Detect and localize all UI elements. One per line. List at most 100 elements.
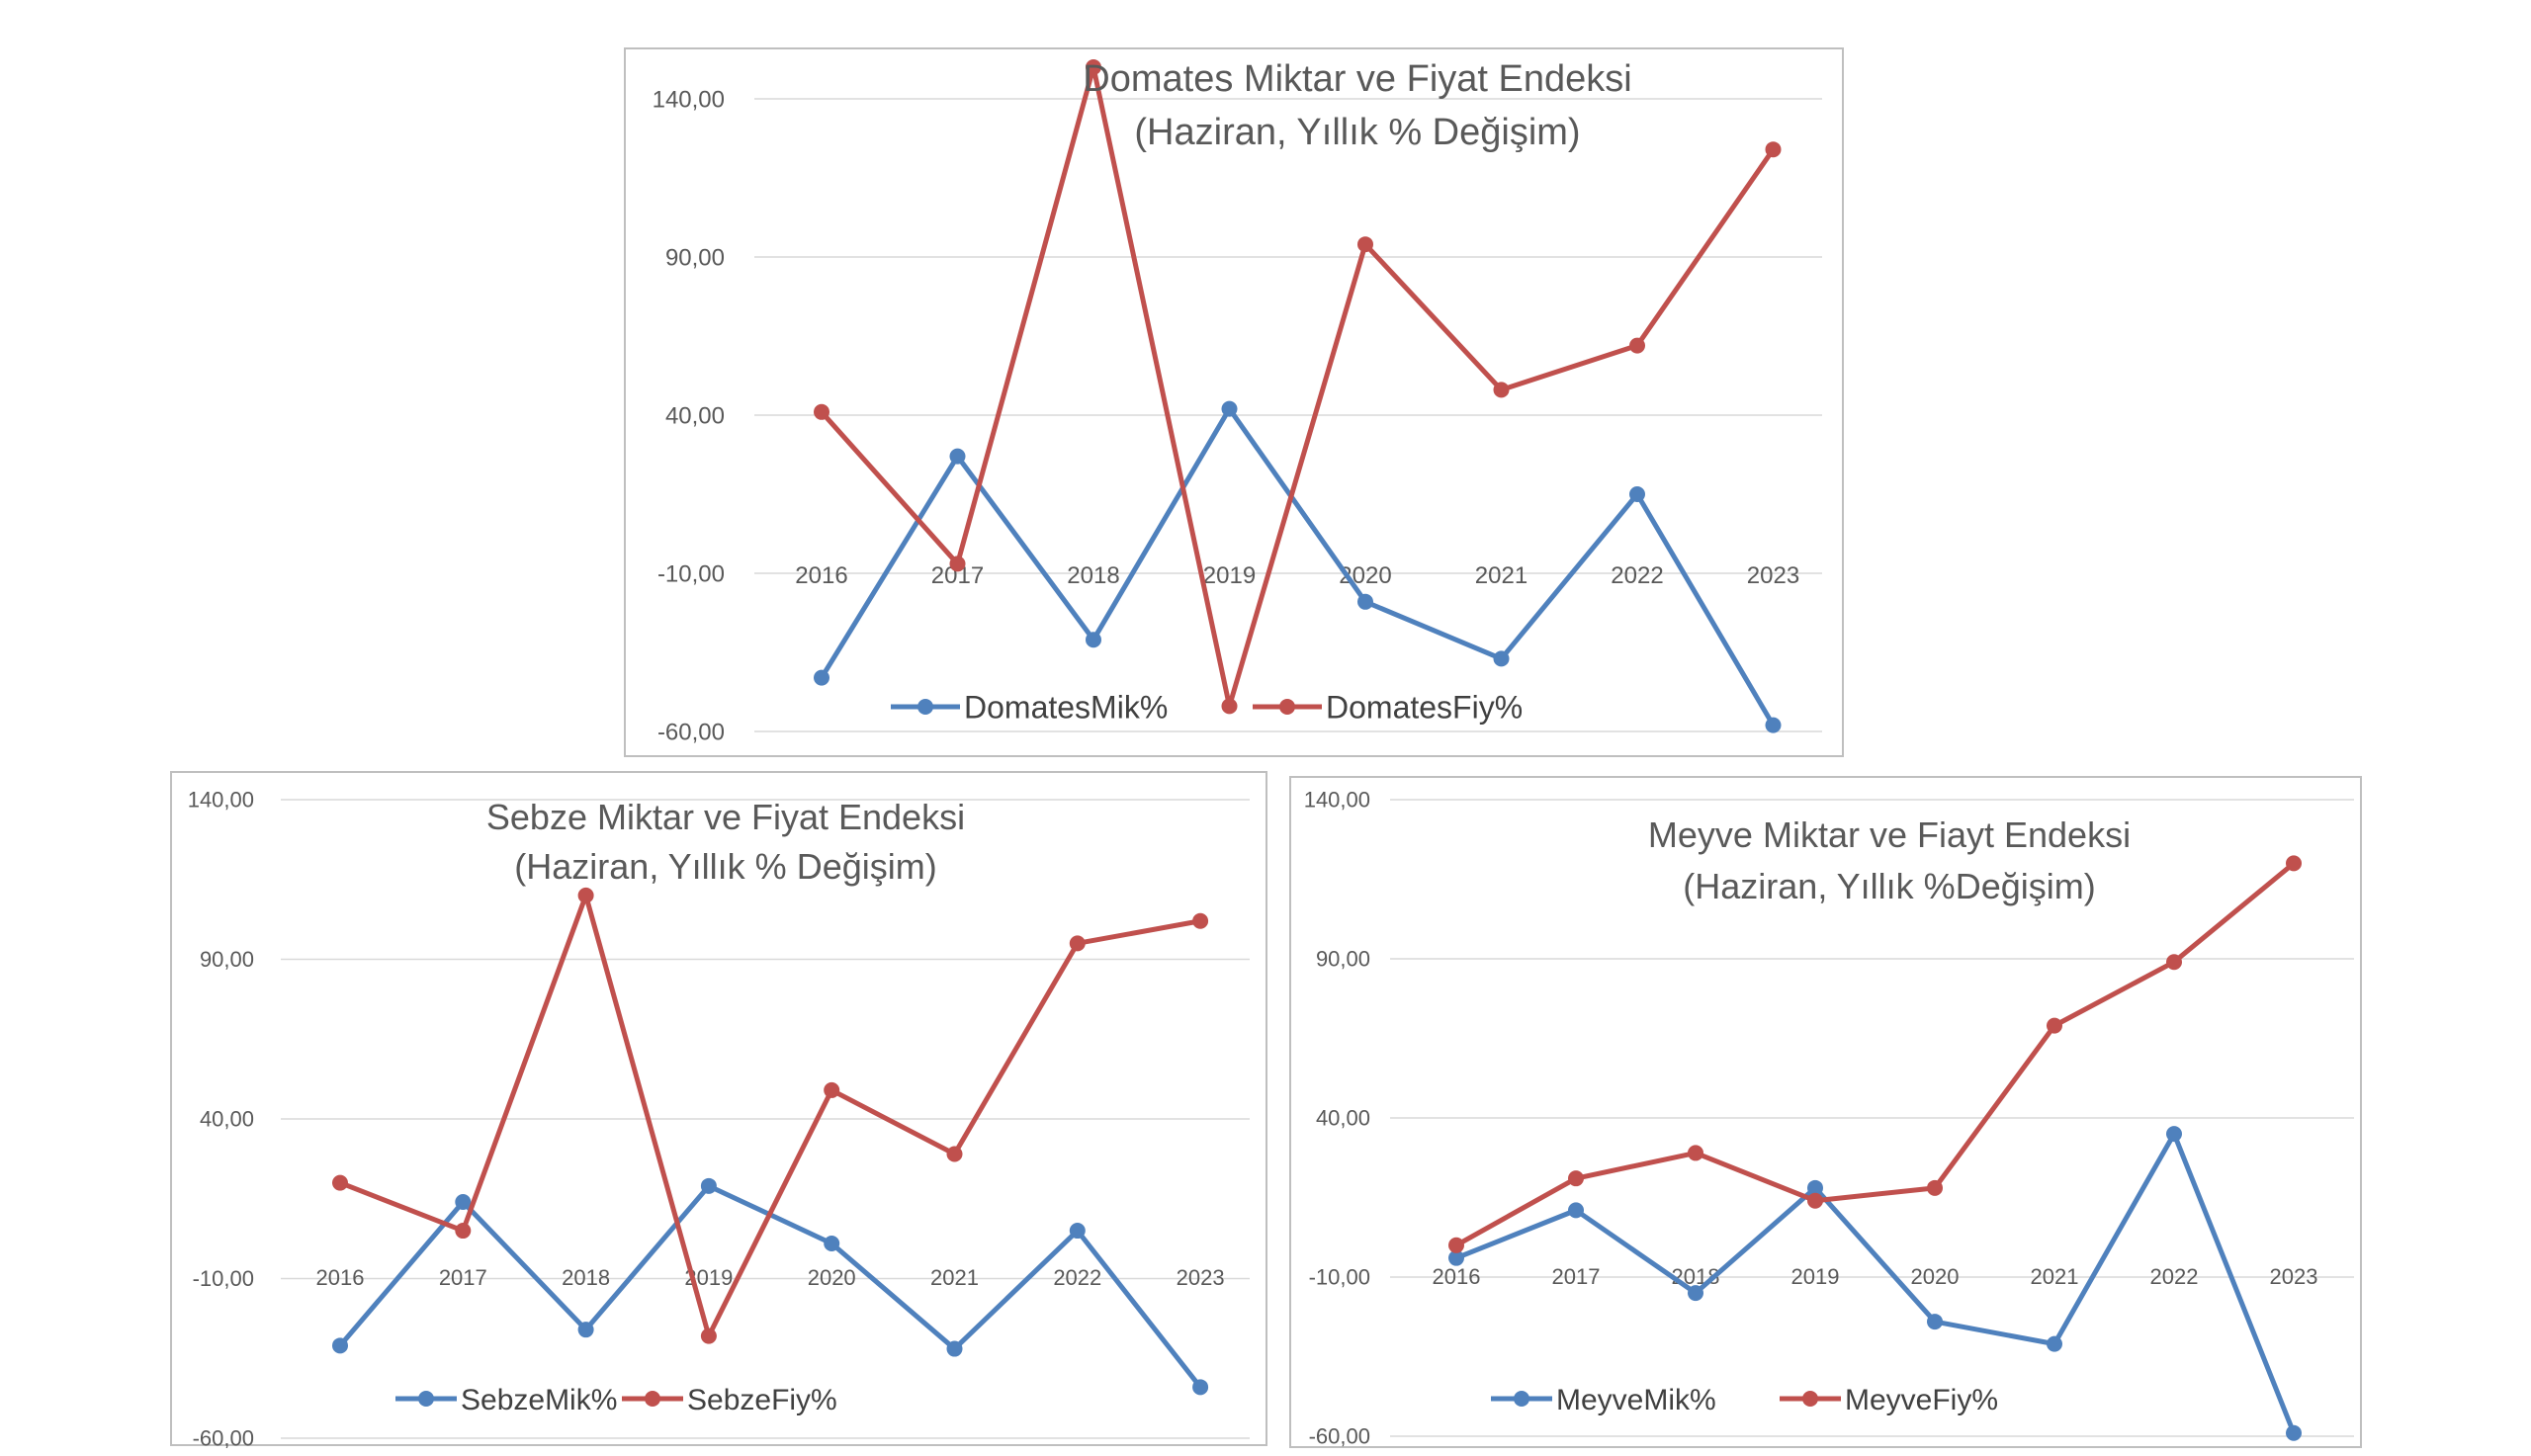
meyve-x-tick-label: 2017 [1552,1264,1601,1289]
sebze-data-point [455,1193,472,1210]
domates-data-point [1493,650,1510,667]
domates-y-tick-label: 140,00 [653,86,725,113]
domates-data-point [1086,632,1101,648]
sebze-series-line-1 [339,893,1201,1339]
domates-data-point [1629,486,1645,502]
domates-data-point [1086,59,1101,75]
domates-legend-label: DomatesMik% [964,690,1168,726]
sebze-chart-panel: -60,00 -10,00 40,00 90,00 140,00 2016 2017 2018… [170,771,1267,1448]
sebze-x-tick-label: 2023 [1177,1265,1225,1290]
sebze-data-point [1192,1379,1209,1396]
domates-x-tick-label: 2019 [1203,562,1256,589]
meyve-data-point [1448,1249,1464,1266]
meyve-y-tick-label: 140,00 [1304,788,1370,813]
domates-x-tick-label: 2018 [1067,562,1119,589]
domates-x-tick-label: 2023 [1747,562,1799,589]
meyve-data-point [1927,1179,1943,1196]
meyve-x-tick-label: 2023 [2270,1264,2318,1289]
sebze-data-point [824,1235,840,1251]
meyve-data-point [1927,1314,1943,1330]
meyve-series-line-0 [1455,1131,2297,1434]
meyve-data-point [2166,954,2182,971]
sebze-data-point [824,1081,840,1098]
meyve-data-point [2286,855,2302,872]
meyve-x-tick-label: 2021 [2031,1264,2079,1289]
sebze-legend-label: SebzeFiy% [687,1384,837,1416]
meyve-data-point [1688,1145,1703,1161]
domates-legend-marker [1279,699,1295,715]
sebze-data-point [700,1177,717,1194]
domates-series-line-1 [820,64,1776,709]
domates-data-point [1493,382,1510,398]
domates-data-point [1357,593,1373,610]
domates-chart-subtitle: (Haziran, Yıllık % Değişim) [1134,112,1580,153]
meyve-y-tick-label: -10,00 [1309,1265,1370,1290]
domates-y-tick-label: -60,00 [657,719,725,745]
meyve-x-tick-label: 2019 [1791,1264,1840,1289]
domates-data-point [814,669,829,686]
sebze-data-point [332,1337,348,1354]
sebze-data-point [455,1223,472,1240]
meyve-legend-marker [1514,1391,1529,1407]
meyve-legend-marker [1802,1391,1818,1407]
domates-data-point [1629,337,1645,354]
meyve-series-line-1 [1454,861,2296,1247]
sebze-y-tick-label: 40,00 [200,1107,254,1132]
sebze-chart-svg: -60,00 -10,00 40,00 90,00 140,00 2016 2017 2018… [188,788,1250,1448]
domates-y-tick-label: 40,00 [665,402,725,429]
meyve-data-point [1568,1202,1584,1219]
meyve-data-point [2166,1126,2182,1143]
domates-x-tick-label: 2016 [795,562,847,589]
sebze-x-tick-label: 2018 [562,1265,610,1290]
domates-data-point [814,403,829,420]
sebze-data-point [577,1322,594,1338]
domates-data-point [1765,141,1782,158]
meyve-y-tick-label: -60,00 [1309,1424,1370,1449]
meyve-chart-title: Meyve Miktar ve Fiayt Endeksi [1648,814,2131,855]
sebze-data-point [946,1146,963,1162]
meyve-data-point [1807,1192,1823,1209]
domates-y-tick-label: 90,00 [665,244,725,271]
domates-data-point [949,448,966,465]
sebze-data-point [332,1174,348,1191]
meyve-chart-subtitle: (Haziran, Yıllık %Değişim) [1683,866,2095,906]
meyve-data-point [2047,1017,2062,1034]
sebze-chart-title: Sebze Miktar ve Fiyat Endeksi [486,797,965,837]
meyve-data-point [1688,1285,1703,1302]
sebze-y-tick-label: -10,00 [193,1266,254,1291]
meyve-chart-panel: -60,00 -10,00 40,00 90,00 140,00 2016 2017 2018… [1289,776,2362,1449]
domates-data-point [1765,717,1782,733]
domates-data-point [1221,698,1238,715]
meyve-data-point [1568,1170,1584,1187]
meyve-x-tick-label: 2016 [1433,1264,1481,1289]
domates-data-point [1221,400,1238,417]
meyve-data-point [1448,1237,1464,1253]
sebze-data-point [1069,935,1086,952]
sebze-x-tick-label: 2017 [439,1265,487,1290]
sebze-x-tick-label: 2016 [316,1265,365,1290]
sebze-x-tick-label: 2020 [808,1265,856,1290]
sebze-data-point [1069,1223,1086,1240]
meyve-legend-label: MeyveMik% [1556,1384,1716,1416]
meyve-x-tick-label: 2022 [2150,1264,2199,1289]
domates-data-point [949,556,966,572]
sebze-data-point [1192,912,1209,929]
sebze-y-tick-label: -60,00 [193,1426,254,1448]
sebze-y-tick-label: 140,00 [188,788,254,813]
meyve-data-point [1807,1179,1823,1196]
domates-chart-panel: -60,00 -10,00 40,00 90,00 140,00 2016 2017 2018… [624,47,1844,757]
domates-y-tick-label: -10,00 [657,560,725,587]
sebze-legend-label: SebzeMik% [461,1384,617,1416]
domates-legend-marker [917,699,933,715]
meyve-data-point [2286,1424,2302,1441]
meyve-y-tick-label: 40,00 [1316,1106,1370,1131]
sebze-data-point [577,887,594,903]
sebze-y-tick-label: 90,00 [200,947,254,972]
meyve-data-point [2047,1335,2062,1352]
domates-x-tick-label: 2022 [1611,562,1663,589]
meyve-legend-label: MeyveFiy% [1845,1384,1998,1416]
sebze-data-point [946,1340,963,1357]
sebze-legend-marker [418,1391,434,1407]
sebze-legend-marker [645,1391,660,1407]
